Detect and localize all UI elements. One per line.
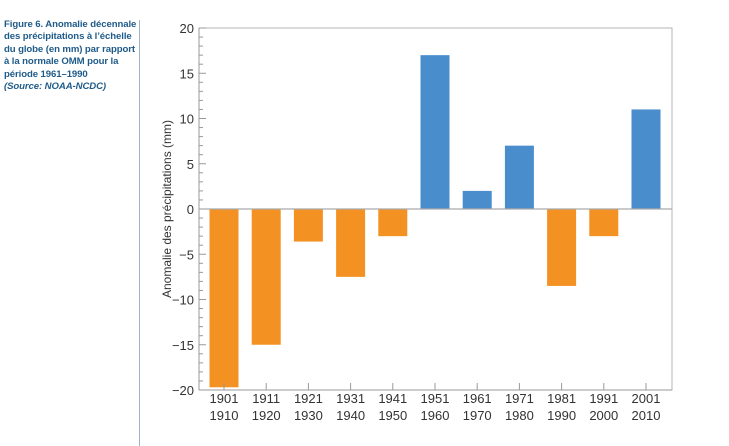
x-tick-label-start: 1921 — [294, 391, 323, 406]
bar-2001 — [631, 109, 661, 209]
x-tick-label-end: 1980 — [505, 408, 534, 423]
x-tick-label-start: 1971 — [505, 391, 534, 406]
bar-1901 — [209, 209, 239, 388]
x-tick-label-end: 2000 — [589, 408, 618, 423]
x-tick-label-start: 1941 — [378, 391, 407, 406]
bar-1941 — [378, 209, 408, 237]
caption-source: (Source: NOAA-NCDC) — [4, 81, 107, 93]
x-tick-label-end: 1970 — [463, 408, 492, 423]
bar-1911 — [251, 209, 281, 345]
y-tick-label: 10 — [180, 112, 194, 127]
x-tick-label-end: 1930 — [294, 408, 323, 423]
x-tick-label-start: 1951 — [421, 391, 450, 406]
bar-1971 — [504, 145, 534, 209]
bar-1951 — [420, 55, 450, 210]
x-tick-label-start: 1981 — [547, 391, 576, 406]
x-tick-label-start: 2001 — [632, 391, 661, 406]
bar-1991 — [589, 209, 619, 237]
y-tick-label: −10 — [172, 293, 194, 308]
bar-1961 — [462, 190, 492, 209]
bar-1921 — [293, 209, 323, 242]
x-tick-label-start: 1961 — [463, 391, 492, 406]
y-tick-label: −5 — [179, 247, 194, 262]
y-tick-label: 15 — [180, 66, 194, 81]
x-tick-label-start: 1901 — [210, 391, 239, 406]
x-tick-label-end: 1940 — [336, 408, 365, 423]
x-tick-label-end: 1960 — [421, 408, 450, 423]
x-tick-label-end: 1990 — [547, 408, 576, 423]
y-tick-label: 5 — [187, 157, 194, 172]
y-tick-label: −15 — [172, 338, 194, 353]
x-tick-label-start: 1991 — [589, 391, 618, 406]
x-tick-label-end: 2010 — [632, 408, 661, 423]
figure-caption: Figure 6. Anomalie décennale des précipi… — [4, 19, 140, 93]
x-tick-label-end: 1920 — [252, 408, 281, 423]
y-axis-label: Anomalie des précipitations (mm) — [160, 120, 174, 298]
x-tick-label-end: 1910 — [210, 408, 239, 423]
bar-1931 — [336, 209, 366, 277]
y-tick-label: 20 — [180, 21, 194, 36]
bar-1981 — [547, 209, 577, 286]
x-tick-label-start: 1911 — [252, 391, 280, 406]
y-tick-label: −20 — [172, 383, 194, 398]
y-tick-label: 0 — [187, 202, 194, 217]
caption-divider — [139, 20, 140, 446]
caption-text: Figure 6. Anomalie décennale des précipi… — [4, 19, 137, 80]
x-tick-label-end: 1950 — [378, 408, 407, 423]
x-tick-label-start: 1931 — [336, 391, 365, 406]
